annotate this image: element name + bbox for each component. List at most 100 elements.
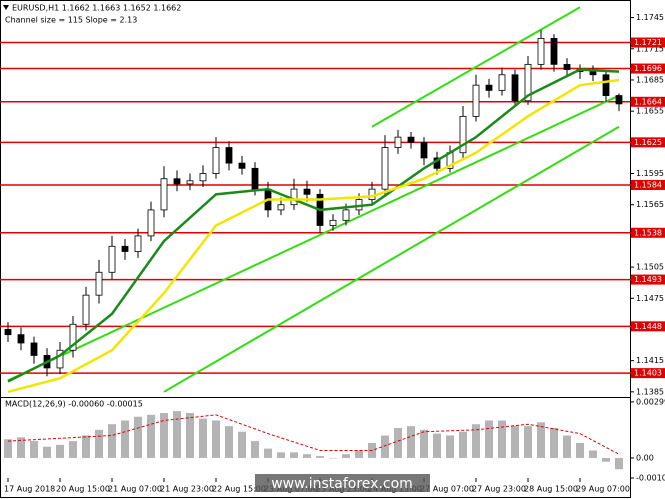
candle-body	[160, 178, 168, 211]
macd-bar	[329, 457, 337, 459]
macd-bar	[459, 431, 467, 458]
level-label: 1.1664	[634, 97, 662, 106]
candle-body	[381, 147, 389, 190]
candle-body	[459, 115, 467, 154]
level-label: 1.1721	[634, 38, 662, 47]
moving-average	[7, 78, 620, 394]
level-label: 1.1584	[634, 180, 662, 189]
macd-bar	[30, 441, 38, 458]
candle-body	[17, 334, 25, 344]
macd-bar	[316, 456, 324, 458]
macd-bar	[173, 411, 181, 458]
macd-bar	[381, 435, 389, 458]
macd-bar	[589, 450, 597, 458]
level-tag: 1.1664	[631, 96, 665, 107]
x-tick-label: 28 Aug 15:00	[524, 485, 578, 494]
candle-body	[537, 37, 545, 65]
macd-bar	[524, 426, 532, 458]
macd-bar	[290, 452, 298, 458]
channel-line	[7, 94, 620, 382]
level-label: 1.1625	[634, 138, 662, 147]
macd-bar	[394, 427, 402, 458]
moving-average	[7, 68, 620, 383]
candle-body	[394, 136, 402, 148]
candle-body	[82, 294, 90, 325]
level-tag: 1.1721	[631, 37, 665, 48]
x-tick-label: 27 Aug 07:00	[420, 485, 474, 494]
level-box	[631, 321, 665, 332]
candle-body	[56, 349, 64, 369]
level-tag: 1.1538	[631, 227, 665, 238]
macd-bar	[108, 424, 116, 458]
level-box	[631, 96, 665, 107]
chart-subtitle: Channel size = 115 Slope = 2.13	[5, 16, 137, 25]
candle-body	[329, 219, 337, 226]
channel-line	[371, 6, 581, 128]
level-box	[631, 227, 665, 238]
macd-signal	[7, 414, 620, 455]
watermark: www.instaforex.com	[271, 476, 413, 492]
level-tag: 1.1625	[631, 137, 665, 148]
y-tick-label: 1.1715	[636, 44, 664, 53]
candle-body	[550, 37, 558, 65]
frame	[0, 0, 631, 498]
macd-bar	[82, 435, 90, 458]
macd-bar	[537, 422, 545, 458]
candle-body	[342, 209, 350, 221]
level-tag: 1.1584	[631, 179, 665, 190]
candle-body	[134, 235, 142, 252]
level-tag: 1.1403	[631, 368, 665, 379]
y-tick-label: 1.1385	[636, 387, 664, 396]
macd-bar	[407, 426, 415, 458]
macd-bar	[615, 457, 623, 470]
level-label: 1.1403	[634, 369, 662, 378]
macd-bar	[69, 441, 77, 458]
candle-body	[563, 63, 571, 70]
candle-body	[121, 245, 129, 252]
macd-bar	[498, 420, 506, 458]
candle-body	[524, 63, 532, 102]
menu-icon	[3, 5, 9, 10]
macd-bar	[576, 442, 584, 458]
macd-bar	[342, 454, 350, 458]
candle-body	[511, 74, 519, 102]
candle-body	[4, 329, 12, 336]
macd-label: MACD(12,26,9) -0.00060 -0.00015	[5, 400, 143, 409]
channel-line	[163, 125, 620, 393]
macd-bar	[17, 437, 25, 458]
level-label: 1.1696	[634, 64, 662, 73]
candle-body	[485, 84, 493, 91]
macd-bar	[420, 429, 428, 458]
macd-tick-label: 0.00	[636, 453, 654, 462]
level-tag: 1.1448	[631, 321, 665, 332]
macd-tick-label: -0.00107	[636, 474, 665, 483]
y-tick-label: 1.1475	[636, 294, 664, 303]
macd-bar	[95, 429, 103, 458]
candle-body	[589, 71, 597, 76]
level-label: 1.1448	[634, 322, 662, 331]
watermark-bg	[255, 474, 430, 492]
level-tag: 1.1696	[631, 63, 665, 74]
macd-bar	[485, 420, 493, 458]
candle-body	[602, 74, 610, 96]
y-tick-label: 1.1565	[636, 200, 664, 209]
x-tick-label: 20 Aug 15:00	[56, 485, 110, 494]
macd-bar	[4, 439, 12, 458]
chart-title: EURUSD,H1 1.1662 1.1663 1.1652 1.1662	[12, 4, 181, 13]
y-tick-label: 1.1505	[636, 263, 664, 272]
candle-body	[303, 188, 311, 195]
candle-body	[368, 188, 376, 200]
candle-body	[173, 178, 181, 185]
macd-bar	[43, 446, 51, 458]
y-tick-label: 1.1415	[636, 356, 664, 365]
candle-body	[277, 204, 285, 211]
candle-body	[290, 188, 298, 206]
level-box	[631, 274, 665, 285]
candle-body	[420, 141, 428, 159]
y-tick-label: 1.1745	[636, 13, 664, 22]
macd-bar	[563, 435, 571, 458]
y-tick-label: 1.1685	[636, 75, 664, 84]
x-tick-label: 29 Aug 07:00	[576, 485, 630, 494]
macd-bar	[472, 424, 480, 458]
candle-body	[615, 95, 623, 105]
